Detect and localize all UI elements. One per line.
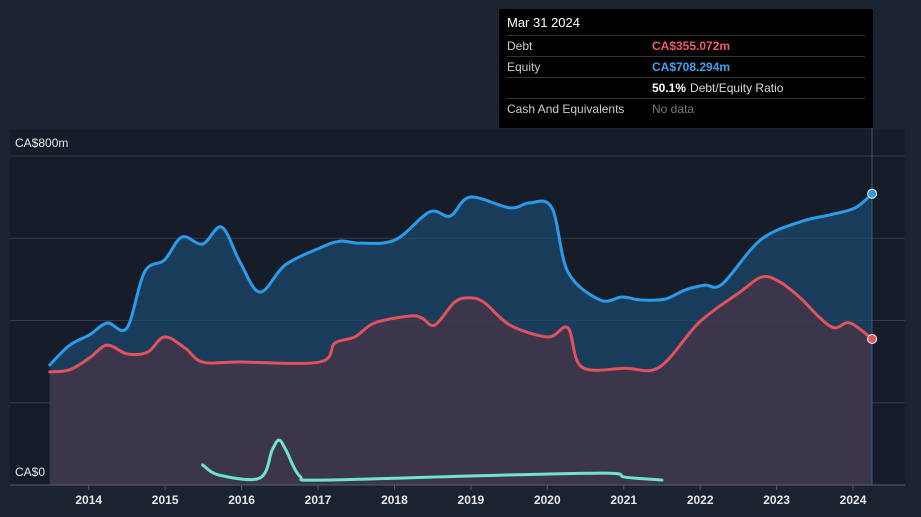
tooltip-value: No data xyxy=(652,102,695,116)
tooltip: Mar 31 2024 Debt CA$355.072m Equity CA$7… xyxy=(499,9,873,128)
tooltip-value: CA$708.294m xyxy=(652,60,731,74)
x-tick-label: 2021 xyxy=(610,493,637,507)
line xyxy=(48,274,874,374)
x-tick-label: 2019 xyxy=(458,493,485,507)
tooltip-label: Cash And Equivalents xyxy=(507,102,625,116)
x-tick-label: 2022 xyxy=(687,493,714,507)
x-tick-label: 2016 xyxy=(228,493,255,507)
y-tick-label: CA$0 xyxy=(15,465,45,479)
tooltip-row: Equity CA$708.294m xyxy=(507,57,865,78)
tooltip-row: 50.1% Debt/Equity Ratio xyxy=(507,78,865,99)
tooltip-value: CA$355.072m xyxy=(652,39,731,53)
x-tick-label: 2023 xyxy=(763,493,790,507)
line xyxy=(48,192,874,367)
x-tick-label: 2018 xyxy=(381,493,408,507)
x-tick-label: 2014 xyxy=(75,493,102,507)
area xyxy=(49,276,873,485)
x-tick-label: 2020 xyxy=(534,493,561,507)
tooltip-label: Debt xyxy=(507,39,533,53)
tooltip-date: Mar 31 2024 xyxy=(507,9,865,36)
end-point xyxy=(867,188,878,199)
tooltip-label: Debt/Equity Ratio xyxy=(690,81,784,95)
tooltip-row: Cash And Equivalents No data xyxy=(507,99,865,119)
y-tick-label: CA$800m xyxy=(15,136,68,150)
end-point xyxy=(867,333,878,344)
tooltip-value: 50.1% xyxy=(652,81,687,95)
x-tick-label: 2017 xyxy=(305,493,332,507)
tooltip-row: Debt CA$355.072m xyxy=(507,36,865,57)
line xyxy=(201,438,664,482)
x-tick-label: 2015 xyxy=(152,493,179,507)
tooltip-label: Equity xyxy=(507,60,541,74)
x-tick-label: 2024 xyxy=(840,493,867,507)
